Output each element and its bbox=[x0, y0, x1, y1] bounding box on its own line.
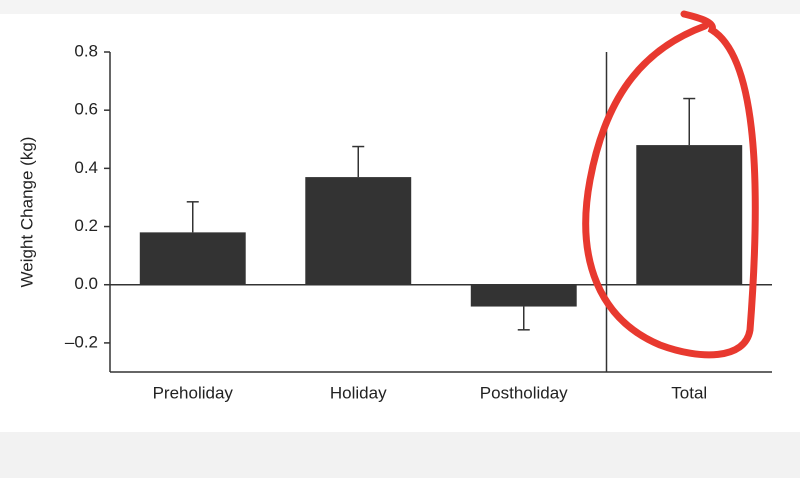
y-tick-label: 0.2 bbox=[74, 216, 98, 235]
y-tick-label: 0.8 bbox=[74, 41, 98, 60]
top-strip bbox=[0, 0, 800, 14]
y-axis-label: Weight Change (kg) bbox=[17, 137, 36, 288]
x-tick-label: Holiday bbox=[330, 383, 387, 402]
y-tick-label: 0.6 bbox=[74, 100, 98, 119]
bar bbox=[139, 232, 246, 285]
x-tick-label: Postholiday bbox=[480, 383, 568, 402]
bottom-strip bbox=[0, 432, 800, 478]
bar bbox=[636, 145, 743, 285]
y-tick-label: 0.4 bbox=[74, 158, 98, 177]
bar bbox=[305, 177, 412, 285]
bar bbox=[470, 284, 577, 307]
y-tick-label: 0.0 bbox=[74, 274, 98, 293]
y-tick-label: –0.2 bbox=[65, 332, 98, 351]
red-circle-annotation bbox=[582, 10, 759, 359]
x-tick-label: Total bbox=[671, 383, 707, 402]
x-tick-label: Preholiday bbox=[153, 383, 234, 402]
